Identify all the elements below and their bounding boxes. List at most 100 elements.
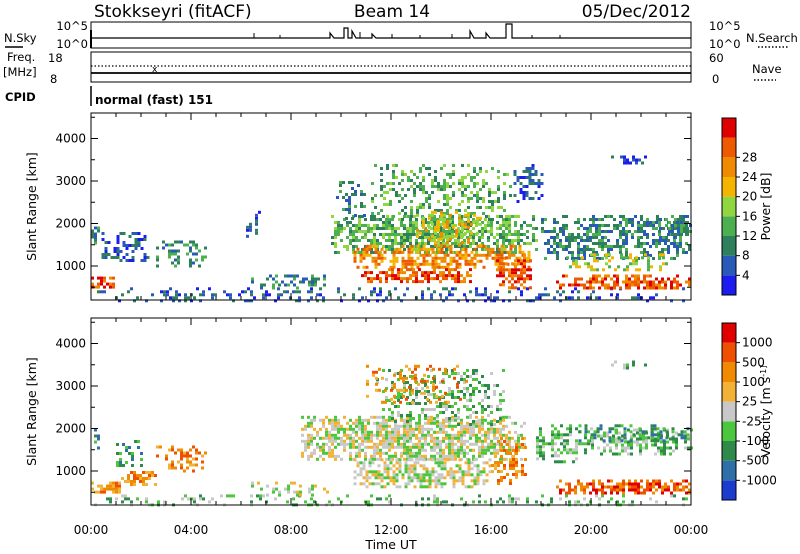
velocity-cell [621,449,624,453]
velocity-cell [453,367,456,371]
power-cell [370,218,373,221]
velocity-cell [615,437,618,441]
power-cell [616,280,619,284]
power-cell [168,249,171,253]
power-cell [400,233,403,236]
velocity-cell [427,375,430,378]
velocity-cell [361,448,364,452]
velocity-cell [653,424,657,428]
power-cell [473,213,476,217]
velocity-cell [137,446,140,449]
power-cell [427,242,430,245]
velocity-cell [433,494,436,498]
power-cell [667,277,670,281]
velocity-cell [472,430,475,434]
velocity-cell [287,487,290,491]
power-cell [251,277,254,281]
velocity-cell [627,428,630,432]
velocity-cell [539,448,542,452]
velocity-cell [469,393,472,396]
power-cell [280,293,283,297]
power-cell [514,259,517,263]
velocity-cell [673,485,676,489]
velocity-cell [424,414,427,417]
power-cell [380,185,383,188]
power-cell [473,176,476,179]
power-cell [556,233,559,236]
power-cell [440,213,443,217]
velocity-cell [684,434,687,438]
velocity-cell [601,485,604,489]
velocity-cell [452,470,456,474]
velocity-cell [669,452,672,456]
power-cell [537,197,541,200]
velocity-cell [449,470,453,474]
power-cell [619,221,622,224]
power-cell [537,179,541,182]
power-cell [345,193,348,196]
velocity-cell [451,405,454,408]
velocity-cell [615,452,618,456]
velocity-cell [455,464,459,468]
velocity-cell [133,471,136,474]
power-cell [385,271,388,275]
power-cell [649,245,652,248]
power-cell [652,239,655,242]
power-cell [644,253,647,257]
power-cell [634,296,637,300]
velocity-ytick-label: 4000 [55,337,86,351]
velocity-cell [428,482,432,486]
velocity-cell [475,372,478,375]
velocity-cell [536,448,539,452]
velocity-cell [409,402,412,405]
velocity-cell [430,433,433,437]
velocity-cell [418,415,421,419]
power-cell [401,256,405,260]
power-cell [336,196,339,199]
power-cell [670,257,673,260]
power-cell [626,268,629,272]
velocity-cell [639,437,642,441]
velocity-cell [131,458,134,461]
power-cell [249,228,252,232]
velocity-cell [569,433,572,437]
velocity-cell [424,436,427,440]
power-cell [518,250,522,254]
velocity-cell [440,482,444,486]
velocity-cell [310,442,313,446]
velocity-cell [676,488,679,492]
velocity-cell [469,414,472,417]
velocity-cell [423,379,426,383]
power-cell [505,215,508,218]
power-cell [677,230,680,233]
power-cell [374,259,378,263]
velocity-cell [622,491,625,495]
power-cell [445,233,448,236]
power-cell [502,265,505,269]
velocity-cell [428,473,432,477]
power-cell [505,218,508,221]
power-cell [340,227,343,230]
velocity-cell [427,415,430,419]
velocity-cell [475,415,478,419]
power-cell [623,158,626,162]
power-cell [532,218,535,221]
velocity-cell [384,400,387,404]
power-cell [467,216,470,220]
velocity-cell [433,375,436,378]
power-cell [470,222,473,226]
power-cell [202,293,205,297]
power-cell [679,236,682,239]
nsky-tick-bottom: 10^0 [56,37,88,51]
velocity-cell [409,384,412,387]
velocity-ytick-label: 1000 [55,464,86,478]
velocity-cell [642,434,645,438]
velocity-cell [661,488,664,492]
power-cell [622,218,625,221]
power-cell [362,253,366,257]
nsky-tick-top: 10^5 [56,19,88,33]
velocity-cell [631,488,634,492]
velocity-cell [623,363,626,367]
velocity-cell [451,454,454,458]
velocity-cell [361,421,364,425]
